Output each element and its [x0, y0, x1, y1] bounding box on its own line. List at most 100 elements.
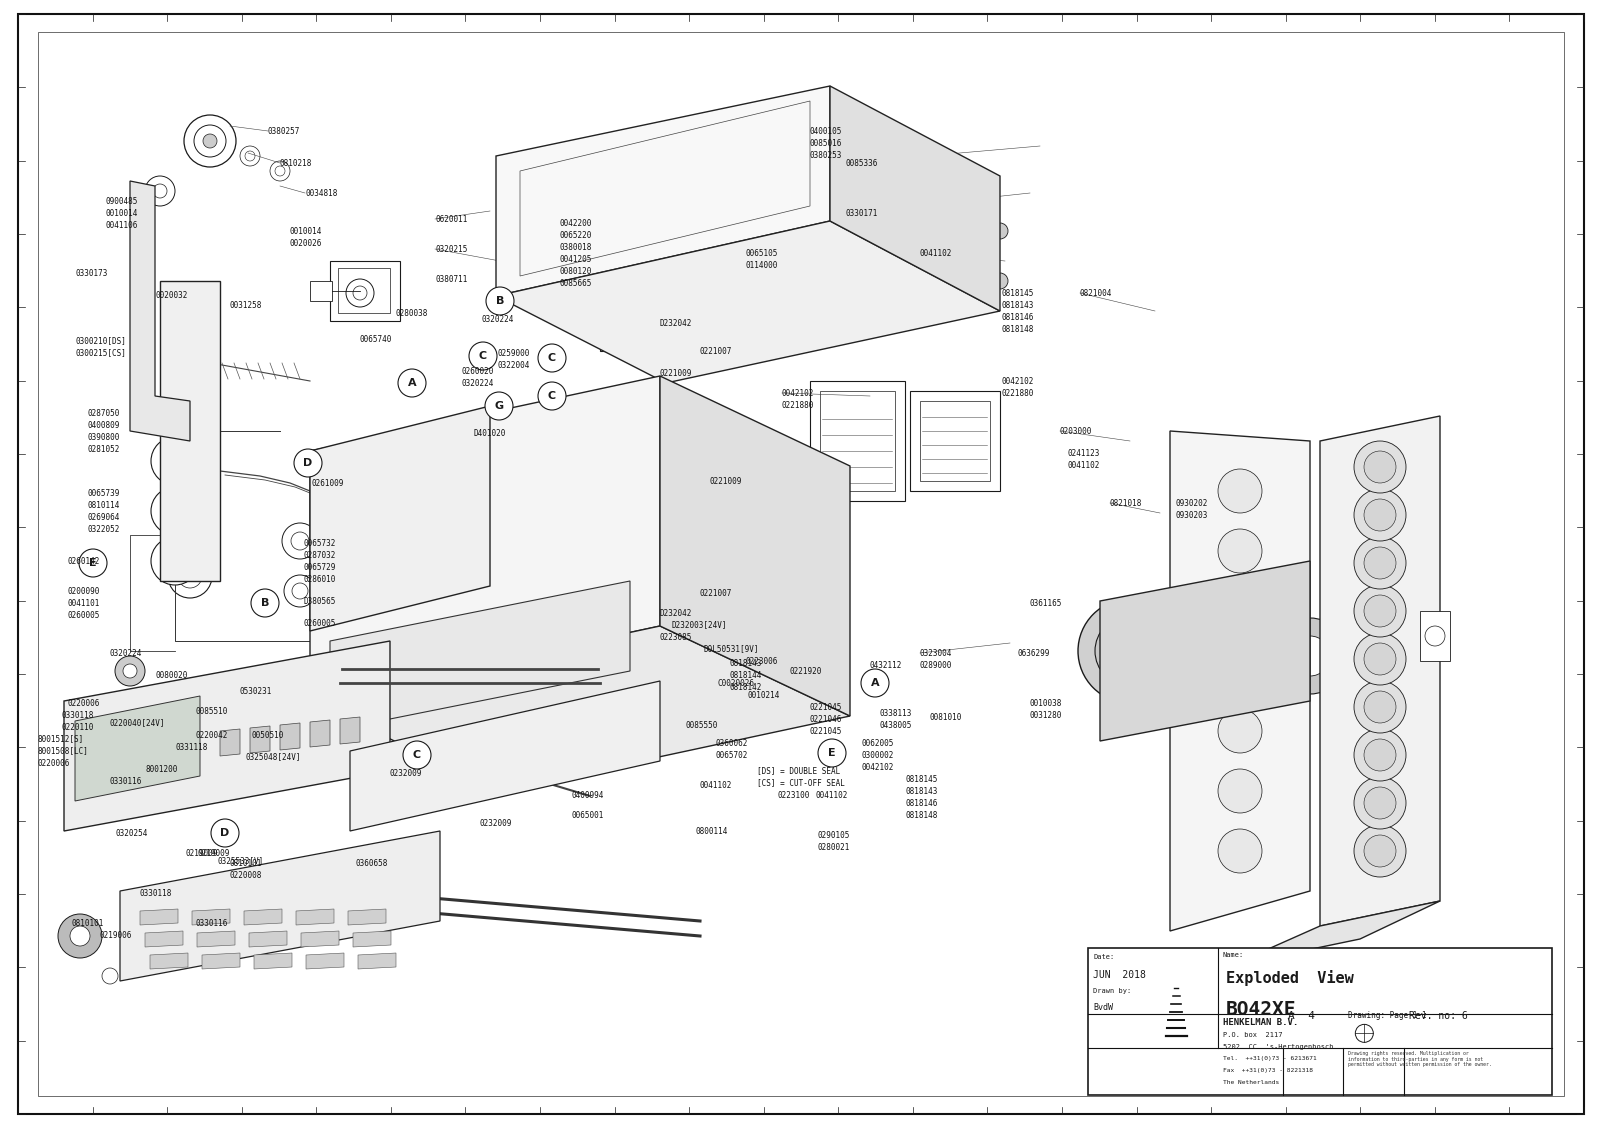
Text: 0286010: 0286010 [302, 575, 336, 584]
Text: 0300210[DS]: 0300210[DS] [75, 337, 126, 345]
Circle shape [178, 564, 202, 588]
Polygon shape [661, 375, 850, 716]
Polygon shape [306, 953, 344, 969]
Circle shape [285, 575, 317, 607]
Circle shape [992, 273, 1008, 290]
Text: 0330116: 0330116 [110, 777, 142, 786]
Text: D: D [304, 458, 312, 468]
Circle shape [170, 506, 179, 516]
Text: 0620011: 0620011 [435, 215, 467, 224]
Bar [701, 592, 810, 671]
Text: 0062005: 0062005 [862, 739, 894, 748]
Circle shape [1363, 644, 1395, 675]
Text: 0260005: 0260005 [67, 611, 101, 620]
Text: 0400994: 0400994 [573, 791, 605, 800]
Text: 0041205: 0041205 [560, 254, 592, 264]
Circle shape [354, 286, 366, 300]
Text: 0338113: 0338113 [880, 708, 912, 717]
Bar [819, 391, 894, 491]
Circle shape [1354, 585, 1406, 637]
Bar [1421, 611, 1450, 661]
Bar [640, 296, 670, 351]
Text: 0020026: 0020026 [290, 239, 322, 248]
Circle shape [538, 344, 566, 372]
Text: D232042: D232042 [661, 319, 693, 328]
Text: [DS] = DOUBLE SEAL: [DS] = DOUBLE SEAL [757, 767, 840, 776]
Text: C: C [547, 353, 557, 363]
Text: 0031258: 0031258 [230, 302, 262, 311]
Text: Drawing: Page 1-1: Drawing: Page 1-1 [1349, 1011, 1427, 1019]
Circle shape [1218, 469, 1262, 513]
Text: 0325048[24V]: 0325048[24V] [245, 752, 301, 761]
Circle shape [1363, 547, 1395, 579]
Circle shape [1218, 829, 1262, 873]
Text: 0065105: 0065105 [746, 249, 778, 258]
Polygon shape [1101, 561, 1310, 741]
Text: Rev. no: 6: Rev. no: 6 [1408, 1011, 1467, 1020]
Circle shape [102, 968, 118, 984]
Text: 0287032: 0287032 [302, 551, 336, 560]
Circle shape [150, 487, 198, 535]
Circle shape [1363, 499, 1395, 530]
Polygon shape [141, 909, 178, 925]
Text: 0219009: 0219009 [198, 848, 230, 857]
Circle shape [992, 223, 1008, 239]
Circle shape [1363, 835, 1395, 867]
Text: 0818143: 0818143 [1002, 301, 1034, 310]
Text: 0818148: 0818148 [906, 811, 938, 820]
Polygon shape [146, 931, 182, 947]
Circle shape [1363, 787, 1395, 819]
Circle shape [115, 656, 146, 687]
Text: D401020: D401020 [474, 429, 506, 438]
Circle shape [1094, 616, 1165, 687]
Text: 0010014: 0010014 [106, 208, 138, 217]
Text: 0042102: 0042102 [1002, 377, 1034, 386]
Circle shape [381, 511, 400, 530]
Text: 0260142: 0260142 [67, 556, 101, 566]
Text: D232003[24V]: D232003[24V] [672, 621, 728, 630]
Text: 0818146: 0818146 [1002, 312, 1034, 321]
Polygon shape [202, 953, 240, 969]
Text: 0269064: 0269064 [88, 512, 120, 521]
Circle shape [1354, 489, 1406, 541]
Text: 0065729: 0065729 [302, 562, 336, 571]
Text: 0818143: 0818143 [730, 658, 762, 667]
Polygon shape [310, 406, 490, 631]
Circle shape [403, 741, 430, 769]
Bar [310, 280, 333, 301]
Text: 0041101: 0041101 [67, 598, 101, 607]
Text: 0220042: 0220042 [195, 731, 227, 740]
Circle shape [1354, 441, 1406, 493]
Polygon shape [243, 909, 282, 925]
Text: 0320224: 0320224 [482, 314, 514, 323]
Text: 0636299: 0636299 [1018, 648, 1050, 657]
Text: 0085336: 0085336 [845, 158, 877, 167]
Circle shape [1363, 595, 1395, 627]
Text: 0810101: 0810101 [72, 918, 104, 927]
Text: 0020032: 0020032 [155, 292, 187, 301]
Text: 0041102: 0041102 [814, 791, 848, 800]
Circle shape [1354, 824, 1406, 877]
Circle shape [1218, 529, 1262, 573]
Text: 0114000: 0114000 [746, 260, 778, 269]
Text: 0818146: 0818146 [906, 798, 938, 808]
Text: 0300002: 0300002 [862, 751, 894, 760]
Circle shape [1426, 625, 1445, 646]
Polygon shape [64, 641, 390, 831]
Text: 0221880: 0221880 [1002, 389, 1034, 397]
Bar [1200, 586, 1299, 726]
Text: 0432112: 0432112 [870, 662, 902, 671]
Circle shape [123, 664, 138, 677]
Polygon shape [310, 720, 330, 746]
Text: 0050510: 0050510 [253, 731, 285, 740]
Circle shape [818, 739, 846, 767]
Text: 0281052: 0281052 [88, 444, 120, 454]
Circle shape [366, 623, 382, 639]
Text: 0930203: 0930203 [1174, 510, 1208, 519]
Text: 0380253: 0380253 [810, 150, 842, 159]
Text: 0221920: 0221920 [790, 666, 822, 675]
Polygon shape [254, 953, 291, 969]
Polygon shape [349, 909, 386, 925]
Text: B: B [261, 598, 269, 608]
Text: 0221045: 0221045 [810, 726, 842, 735]
